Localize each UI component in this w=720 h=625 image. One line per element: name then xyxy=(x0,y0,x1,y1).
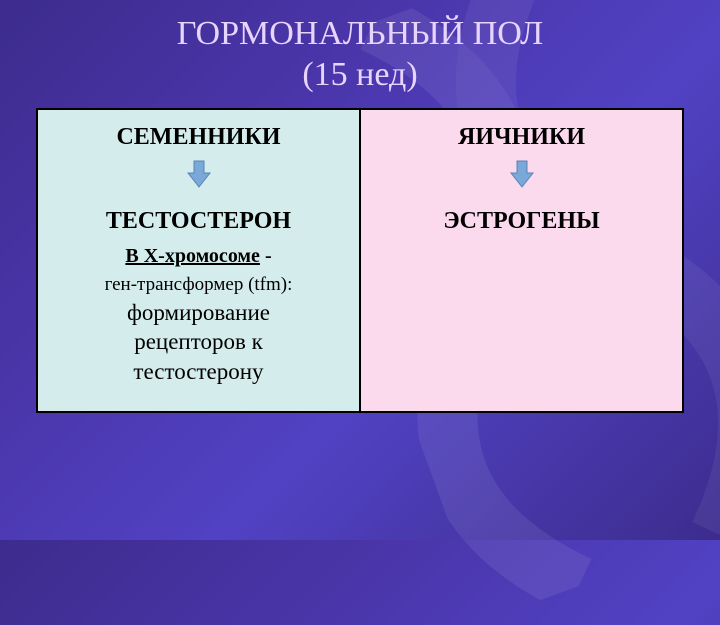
right-cell: ЯИЧНИКИ ЭСТРОГЕНЫ xyxy=(360,109,683,413)
left-header: СЕМЕННИКИ xyxy=(50,124,347,151)
left-hormone: ТЕСТОСТЕРОН xyxy=(50,208,347,235)
right-arrow-wrapper xyxy=(373,159,670,194)
formation-text: формирование рецепторов к тестостерону xyxy=(50,298,347,388)
title-line-1: ГОРМОНАЛЬНЫЙ ПОЛ xyxy=(177,15,543,52)
chromosome-dash: - xyxy=(260,245,272,267)
comparison-table: СЕМЕННИКИ ТЕСТОСТЕРОН В Х-хромосоме - ге… xyxy=(36,108,684,414)
formation-l1: формирование xyxy=(127,300,270,325)
right-hormone: ЭСТРОГЕНЫ xyxy=(373,208,670,235)
gene-line: ген-трансформер (tfm): xyxy=(50,274,347,296)
left-cell: СЕМЕННИКИ ТЕСТОСТЕРОН В Х-хромосоме - ге… xyxy=(37,109,360,413)
formation-l2: рецепторов к xyxy=(134,329,263,354)
slide-title: ГОРМОНАЛЬНЫЙ ПОЛ (15 нед) xyxy=(0,0,720,96)
chromosome-underline: В Х-хромосоме xyxy=(125,245,260,267)
title-line-2: (15 нед) xyxy=(302,56,417,93)
right-header: ЯИЧНИКИ xyxy=(373,124,670,151)
formation-l3: тестостерону xyxy=(133,359,263,384)
left-arrow-wrapper xyxy=(50,159,347,194)
down-arrow-icon xyxy=(186,159,212,189)
chromosome-line: В Х-хромосоме - xyxy=(50,245,347,268)
down-arrow-icon xyxy=(509,159,535,189)
